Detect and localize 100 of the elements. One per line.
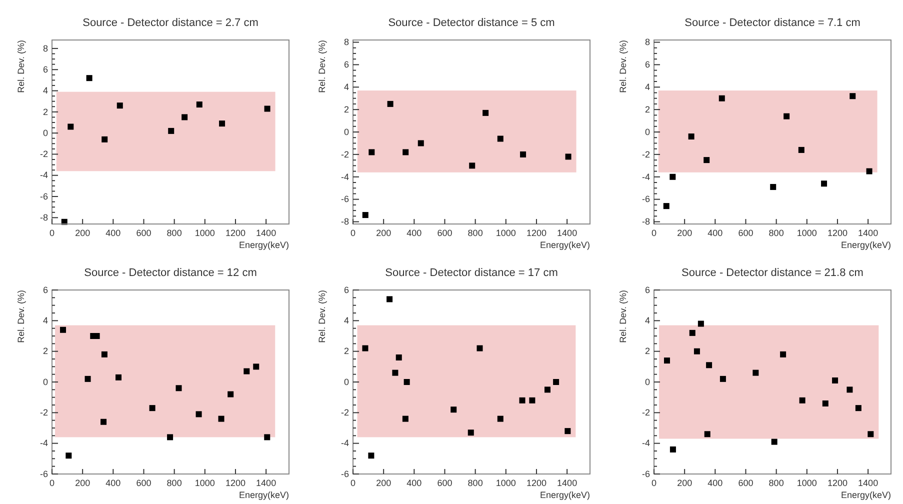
y-tick-label: 6 <box>42 284 48 295</box>
x-axis-title: Energy(keV) <box>840 240 891 250</box>
y-tick-label: -2 <box>642 149 650 160</box>
y-tick-label: 2 <box>344 346 349 356</box>
point <box>84 376 91 382</box>
y-tick-label: -8 <box>40 212 48 223</box>
x-tick-label: 1400 <box>256 228 276 238</box>
y-axis-title: Rel. Dev. (%) <box>618 290 628 343</box>
x-tick-label: 600 <box>738 228 754 238</box>
point <box>698 320 704 327</box>
x-tick-label: 200 <box>376 228 392 238</box>
y-tick-label: -6 <box>340 194 349 204</box>
point <box>196 411 202 418</box>
y-tick-label: 0 <box>42 376 48 387</box>
point <box>219 120 226 127</box>
x-tick-label: 0 <box>651 228 657 238</box>
point <box>718 95 725 102</box>
point <box>101 351 108 358</box>
point <box>368 452 374 459</box>
y-tick-label: 4 <box>344 316 349 326</box>
y-tick-label: -4 <box>40 170 48 180</box>
point <box>520 151 526 158</box>
point <box>450 406 457 413</box>
x-tick-label: 800 <box>468 228 483 238</box>
x-tick-label: 800 <box>166 478 182 488</box>
y-tick-label: -4 <box>642 438 650 448</box>
chart-title: Source - Detector distance = 5 cm <box>388 17 555 29</box>
point <box>100 418 107 425</box>
point <box>66 452 72 459</box>
x-axis-title: Energy(keV) <box>238 240 289 250</box>
x-axis-title: Energy(keV) <box>540 240 590 250</box>
x-tick-label: 1200 <box>827 228 848 238</box>
point <box>799 397 806 404</box>
point <box>482 110 489 116</box>
y-tick-label: 2 <box>644 104 650 114</box>
y-tick-label: -2 <box>340 149 349 160</box>
point <box>670 446 676 452</box>
x-tick-label: 800 <box>768 478 784 488</box>
y-tick-label: 4 <box>42 316 48 326</box>
point <box>564 428 571 434</box>
x-tick-label: 1200 <box>827 478 848 488</box>
y-tick-label: -8 <box>642 216 650 227</box>
x-axis-title: Energy(keV) <box>238 490 289 500</box>
point <box>866 168 872 174</box>
chart-title: Source - Detector distance = 2.7 cm <box>82 17 258 29</box>
point <box>116 102 123 109</box>
point <box>168 128 174 134</box>
point <box>822 400 828 406</box>
y-tick-label: -8 <box>340 216 349 227</box>
point <box>694 348 700 354</box>
point <box>497 136 504 142</box>
y-tick-label: 0 <box>42 128 48 138</box>
y-tick-label: 4 <box>344 82 349 92</box>
point <box>529 397 536 404</box>
point <box>149 405 156 412</box>
x-tick-label: 400 <box>406 478 422 488</box>
y-tick-label: 2 <box>42 106 48 117</box>
x-tick-label: 0 <box>350 478 356 488</box>
x-tick-label: 600 <box>437 228 452 238</box>
point <box>387 100 394 107</box>
y-tick-label: -2 <box>340 408 349 418</box>
x-tick-label: 1200 <box>225 228 246 238</box>
y-axis-title: Rel. Dev. (%) <box>618 40 628 93</box>
point <box>418 140 424 146</box>
x-tick-label: 1000 <box>496 228 516 238</box>
y-tick-label: -2 <box>40 149 48 160</box>
y-tick-label: 8 <box>42 43 48 54</box>
y-tick-label: -4 <box>642 172 650 182</box>
x-tick-label: 0 <box>49 478 55 488</box>
point <box>664 358 670 364</box>
point <box>798 146 804 153</box>
point <box>846 386 853 393</box>
y-tick-label: -4 <box>40 438 48 448</box>
y-tick-label: -6 <box>642 194 650 204</box>
point <box>60 326 66 333</box>
x-tick-label: 600 <box>437 478 452 488</box>
point <box>476 345 483 352</box>
point <box>780 351 786 358</box>
y-axis-title: Rel. Dev. (%) <box>317 290 327 343</box>
point <box>244 368 250 374</box>
point <box>68 124 74 130</box>
point <box>553 379 560 385</box>
point <box>402 416 408 422</box>
x-tick-label: 1000 <box>194 478 215 488</box>
x-tick-label: 1000 <box>796 228 817 238</box>
y-tick-label: 0 <box>644 126 650 137</box>
y-tick-label: 6 <box>644 284 650 295</box>
point <box>706 362 712 368</box>
point <box>832 377 838 384</box>
x-tick-label: 1400 <box>858 478 878 488</box>
y-tick-label: 6 <box>644 60 650 70</box>
chart-title: Source - Detector distance = 21.8 cm <box>682 267 864 279</box>
point <box>770 184 776 190</box>
point <box>544 386 550 393</box>
y-tick-label: -6 <box>40 468 48 479</box>
point <box>86 75 92 82</box>
x-tick-label: 800 <box>166 228 182 238</box>
x-tick-label: 1400 <box>858 228 878 238</box>
x-tick-label: 200 <box>75 228 90 238</box>
x-tick-label: 1400 <box>557 228 578 238</box>
